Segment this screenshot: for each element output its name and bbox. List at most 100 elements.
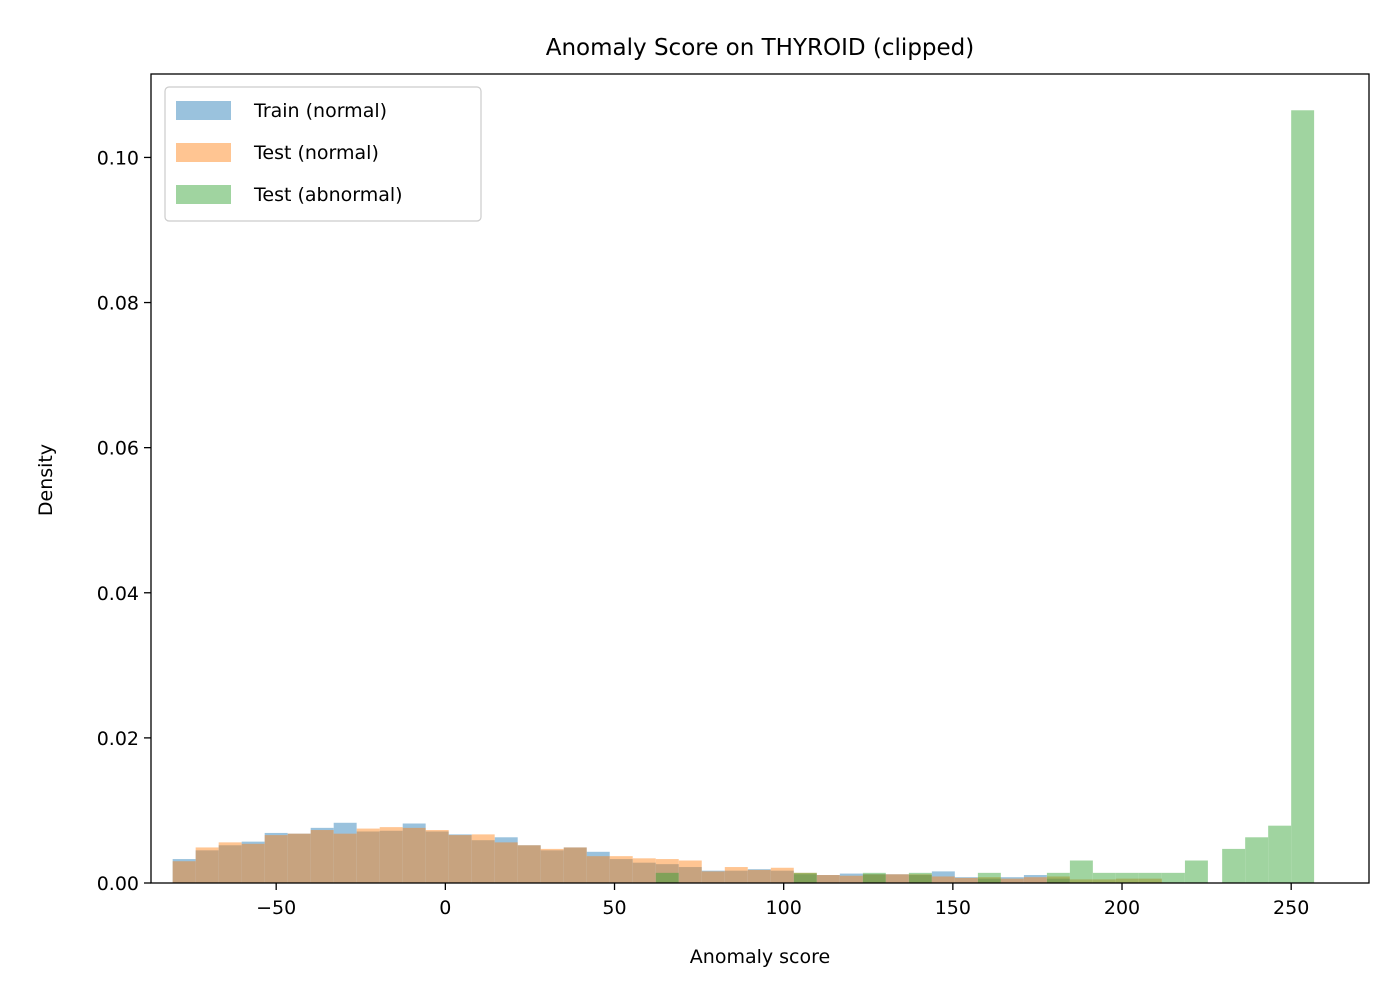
- bar-series1-bin20: [632, 858, 656, 883]
- bar-series1-bin8: [356, 828, 380, 883]
- legend-swatch: [176, 185, 231, 204]
- bar-series1-bin26: [770, 867, 794, 883]
- bar-series0-bin22: [678, 867, 702, 883]
- y-axis: 0.00 0.02 0.04 0.06 0.08 0.10: [97, 147, 151, 895]
- bar-series0-bin6: [310, 827, 334, 883]
- bar-series1-bin37: [1023, 877, 1047, 883]
- bar-series1-bin42: [1138, 878, 1162, 883]
- bar-series0-bin21: [655, 864, 679, 883]
- bar-series2-bin13: [1245, 837, 1269, 883]
- x-axis-label: Anomaly score: [690, 946, 830, 968]
- bar-series1-bin41: [1115, 878, 1139, 883]
- bar-series1-bin31: [885, 874, 909, 883]
- bar-series1-bin35: [977, 877, 1001, 883]
- bar-series0-bin23: [701, 870, 725, 883]
- y-tick-label: 0.04: [97, 583, 139, 605]
- y-tick-label: 0.02: [97, 728, 139, 750]
- legend-swatch: [176, 101, 231, 120]
- bar-series1-bin24: [724, 867, 748, 883]
- bar-series1-bin15: [517, 845, 541, 883]
- bar-series0-bin13: [471, 840, 495, 883]
- x-tick-label: 0: [439, 897, 451, 919]
- bar-series1-bin14: [494, 842, 518, 883]
- bar-series0-bin24: [724, 870, 748, 883]
- bar-series2-bin4: [977, 872, 1001, 883]
- bar-series1-bin21: [655, 859, 679, 883]
- y-axis-label: Density: [35, 444, 57, 516]
- bar-series1-bin34: [954, 877, 978, 883]
- bar-series0-bin19: [609, 859, 633, 883]
- bar-series1-bin11: [425, 830, 449, 883]
- bar-series2-bin11: [1184, 860, 1208, 883]
- bar-series1-bin1: [195, 847, 219, 883]
- x-tick-label: 50: [602, 897, 626, 919]
- bar-series0-bin31: [885, 874, 909, 883]
- bar-series0-bin14: [494, 837, 518, 883]
- bar-series1-bin4: [264, 835, 288, 883]
- bar-series1-bin6: [310, 830, 334, 883]
- legend-label: Test (normal): [253, 142, 379, 164]
- bar-series1-bin13: [471, 834, 495, 883]
- bar-series2-bin12: [1222, 848, 1246, 883]
- bar-series2-bin7: [1092, 872, 1116, 883]
- bar-series1-bin32: [908, 874, 932, 883]
- bar-series1-bin29: [839, 875, 863, 883]
- x-tick-label: −50: [256, 897, 296, 919]
- bar-series0-bin29: [839, 873, 863, 883]
- x-tick-label: 150: [935, 897, 971, 919]
- bar-series0-bin38: [1046, 878, 1070, 883]
- legend-label: Test (abnormal): [253, 184, 403, 206]
- x-tick-label: 100: [766, 897, 802, 919]
- bar-series0-bin4: [264, 832, 288, 883]
- bar-series2-bin1: [793, 872, 817, 883]
- bar-series1-bin5: [287, 833, 311, 883]
- bar-series1-bin38: [1046, 876, 1070, 883]
- chart-title: Anomaly Score on THYROID (clipped): [546, 35, 975, 61]
- bar-series0-bin3: [241, 841, 265, 883]
- bar-series0-bin17: [563, 847, 587, 883]
- bar-series1-bin9: [379, 827, 403, 883]
- bar-series0-bin8: [356, 831, 380, 883]
- bar-series0-bin25: [747, 869, 771, 883]
- bar-series0-bin28: [816, 875, 840, 883]
- bar-series1-bin40: [1092, 879, 1116, 883]
- bar-series1-bin36: [1000, 878, 1024, 883]
- bar-series1-bin3: [241, 843, 265, 883]
- bar-series1-bin28: [816, 875, 840, 883]
- bar-series1-bin25: [747, 869, 771, 883]
- bar-series0-bin37: [1023, 875, 1047, 883]
- bar-series0-bin27: [793, 874, 817, 883]
- bar-series1-bin12: [448, 835, 472, 883]
- bar-series1-bin27: [793, 872, 817, 883]
- bar-series1-bin17: [563, 847, 587, 883]
- bar-series0-bin9: [379, 830, 403, 883]
- bar-series0-bin33: [931, 871, 955, 883]
- y-tick-label: 0.00: [97, 873, 139, 895]
- bar-series2-bin3: [908, 872, 932, 883]
- x-tick-label: 200: [1104, 897, 1140, 919]
- bar-series0-bin10: [402, 823, 426, 883]
- bar-series0-bin32: [908, 875, 932, 883]
- bar-series0-bin7: [333, 822, 357, 883]
- bar-series2-bin9: [1138, 872, 1162, 883]
- bar-series0-bin5: [287, 833, 311, 883]
- bars-layer: [172, 110, 1315, 883]
- legend-label: Train (normal): [253, 100, 387, 122]
- bar-series2-bin0: [655, 872, 679, 883]
- bar-series1-bin39: [1069, 879, 1093, 883]
- bar-series1-bin7: [333, 833, 357, 883]
- bar-series0-bin2: [218, 845, 242, 883]
- bar-series2-bin6: [1069, 860, 1093, 883]
- bar-series0-bin15: [517, 845, 541, 883]
- bar-series2-bin14: [1268, 825, 1292, 883]
- y-tick-label: 0.10: [97, 147, 139, 169]
- bar-series0-bin12: [448, 834, 472, 883]
- bar-series0-bin1: [195, 850, 219, 883]
- bar-series1-bin0: [172, 861, 196, 883]
- y-tick-label: 0.06: [97, 438, 139, 460]
- bar-series2-bin10: [1161, 872, 1185, 883]
- bar-series1-bin18: [586, 856, 610, 883]
- bar-series0-bin20: [632, 862, 656, 883]
- bar-series1-bin10: [402, 827, 426, 883]
- y-tick-label: 0.08: [97, 293, 139, 315]
